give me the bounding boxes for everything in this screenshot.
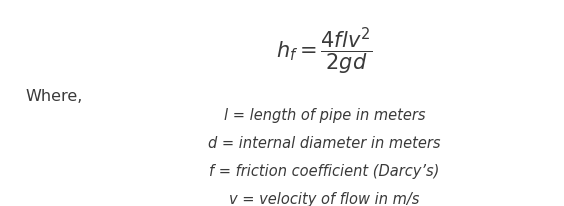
Text: l = length of pipe in meters: l = length of pipe in meters bbox=[223, 108, 425, 123]
Text: f = friction coefficient (Darcy’s): f = friction coefficient (Darcy’s) bbox=[209, 164, 439, 178]
Text: d = internal diameter in meters: d = internal diameter in meters bbox=[208, 136, 440, 151]
Text: Where,: Where, bbox=[25, 88, 83, 103]
Text: $h_f = \dfrac{4flv^2}{2gd}$: $h_f = \dfrac{4flv^2}{2gd}$ bbox=[276, 25, 372, 76]
Text: v = velocity of flow in m/s: v = velocity of flow in m/s bbox=[229, 191, 420, 206]
